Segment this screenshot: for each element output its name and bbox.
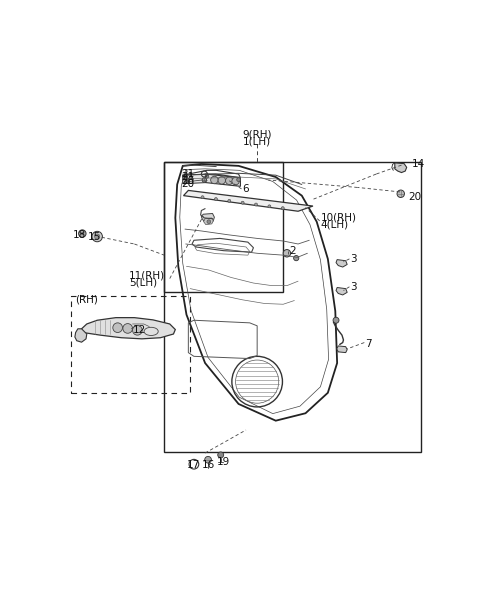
Circle shape	[211, 176, 218, 184]
Circle shape	[204, 456, 211, 463]
Polygon shape	[81, 318, 175, 339]
Circle shape	[333, 317, 339, 323]
Polygon shape	[337, 346, 347, 353]
Text: 1(LH): 1(LH)	[243, 136, 271, 147]
Circle shape	[201, 196, 204, 199]
Circle shape	[202, 178, 206, 182]
Circle shape	[185, 180, 188, 183]
Polygon shape	[336, 260, 347, 267]
Polygon shape	[336, 287, 347, 295]
Circle shape	[232, 177, 240, 185]
Text: 20: 20	[408, 192, 421, 203]
Text: 5(LH): 5(LH)	[129, 277, 157, 287]
Text: 7: 7	[365, 340, 372, 349]
Circle shape	[283, 249, 290, 257]
Text: 3: 3	[350, 282, 357, 291]
Polygon shape	[204, 218, 213, 225]
Circle shape	[237, 178, 240, 182]
Circle shape	[79, 230, 86, 237]
Polygon shape	[75, 329, 87, 342]
Circle shape	[92, 231, 102, 242]
Circle shape	[294, 255, 299, 261]
Circle shape	[226, 177, 233, 185]
Text: 21: 21	[181, 172, 194, 182]
Text: 16: 16	[202, 460, 216, 471]
Text: 17: 17	[187, 460, 201, 471]
Text: 19: 19	[217, 457, 230, 466]
Text: 6: 6	[242, 184, 249, 194]
Text: 2: 2	[289, 246, 295, 257]
Text: 20: 20	[181, 180, 194, 189]
Text: 20: 20	[181, 177, 194, 186]
Circle shape	[95, 234, 100, 239]
Text: 12: 12	[132, 325, 146, 335]
Circle shape	[207, 220, 211, 224]
Text: 14: 14	[411, 159, 425, 169]
Text: 3: 3	[350, 254, 357, 264]
Circle shape	[123, 323, 132, 334]
Text: 10(RH): 10(RH)	[321, 213, 356, 223]
Circle shape	[397, 190, 405, 198]
Polygon shape	[395, 163, 407, 172]
Text: 9(RH): 9(RH)	[242, 129, 272, 139]
Circle shape	[132, 326, 142, 335]
Text: 15: 15	[88, 231, 101, 242]
Polygon shape	[183, 174, 206, 184]
Circle shape	[281, 207, 284, 210]
Circle shape	[218, 452, 224, 458]
Circle shape	[218, 177, 226, 184]
Circle shape	[215, 198, 217, 201]
Circle shape	[228, 200, 231, 203]
Circle shape	[81, 232, 84, 235]
Text: 18: 18	[73, 230, 86, 240]
Circle shape	[241, 201, 244, 204]
Circle shape	[184, 175, 188, 179]
Circle shape	[268, 205, 271, 208]
Polygon shape	[206, 174, 240, 186]
Circle shape	[254, 203, 257, 206]
Text: 4(LH): 4(LH)	[321, 219, 348, 230]
Polygon shape	[183, 191, 313, 211]
Text: (RH): (RH)	[75, 294, 98, 305]
Circle shape	[205, 174, 209, 178]
Polygon shape	[202, 213, 215, 222]
Text: 21: 21	[181, 169, 194, 179]
Text: 11(RH): 11(RH)	[129, 270, 165, 281]
Circle shape	[113, 323, 122, 332]
